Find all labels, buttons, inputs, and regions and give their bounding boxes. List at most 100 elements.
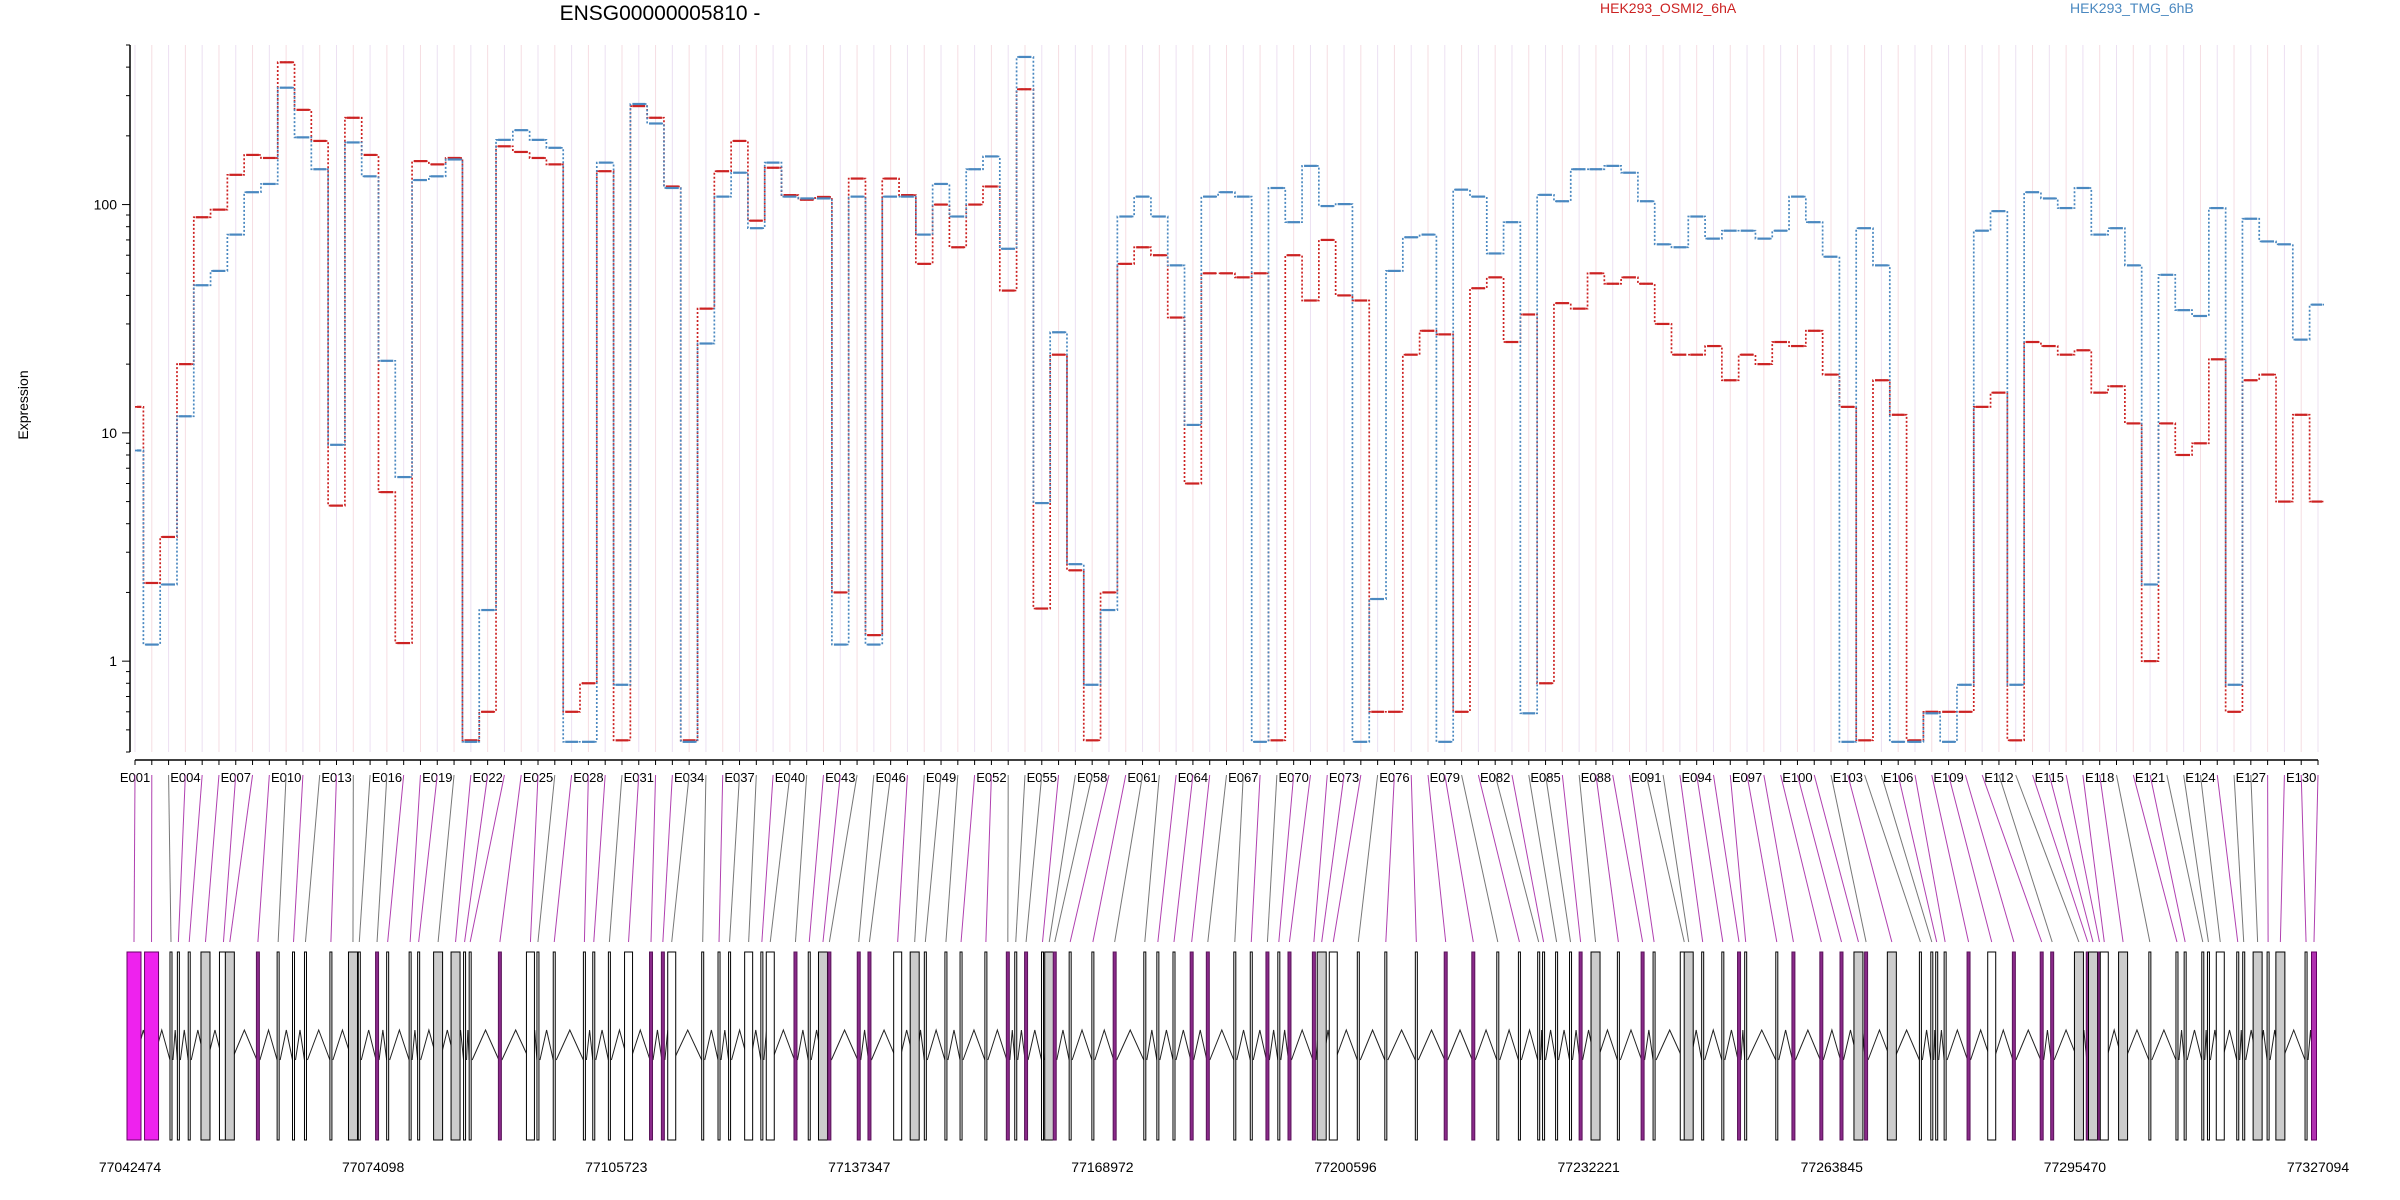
intron: [1387, 1028, 1416, 1061]
exon-connector: [593, 774, 606, 943]
genomic-tick-label: 77263845: [1801, 1159, 1864, 1175]
exon-box: [1966, 951, 1971, 1141]
exon-connector: [1763, 774, 1794, 943]
exon-box: [728, 951, 732, 1141]
exon-box: [760, 951, 764, 1141]
exon-connector: [2199, 774, 2221, 943]
x-tick-label: E112: [1984, 770, 2013, 785]
exon-connector: [2166, 774, 2204, 943]
exon-box: [793, 951, 798, 1141]
exon-box: [303, 951, 307, 1141]
intron: [1499, 1028, 1519, 1061]
exon-box: [1775, 951, 1779, 1141]
exon-box: [807, 951, 811, 1141]
exon-connector: [960, 774, 976, 943]
exon-box: [2311, 951, 2317, 1141]
intron: [1644, 1029, 1654, 1061]
genomic-tick-label: 77200596: [1314, 1159, 1377, 1175]
exon-connector: [897, 774, 908, 943]
exon-connector: [1880, 774, 1933, 943]
exon-box: [200, 951, 211, 1141]
exon-connector: [650, 774, 657, 943]
exon-box: [1542, 951, 1546, 1141]
exon-box: [1935, 951, 1939, 1141]
exon-connector: [358, 774, 371, 943]
intron: [389, 1028, 410, 1061]
exon-box: [1311, 951, 1316, 1141]
exon-connector: [1746, 774, 1778, 943]
exon-box: [1316, 951, 1327, 1141]
intron: [771, 1028, 795, 1061]
exon-box: [1701, 951, 1705, 1141]
exon-connector: [469, 774, 505, 943]
exon-box: [667, 951, 677, 1141]
exon-connector: [188, 774, 203, 943]
exon-box: [2201, 951, 2205, 1141]
exon-connector: [858, 774, 875, 943]
exon-connector: [808, 774, 824, 943]
exon-box: [592, 951, 596, 1141]
exon-connector: [702, 774, 707, 943]
intron: [2015, 1028, 2042, 1061]
intron: [1027, 1029, 1043, 1061]
exon-box: [1616, 951, 1620, 1141]
exon-connector: [2032, 774, 2089, 943]
exon-box: [1356, 951, 1360, 1141]
exon-connector: [1313, 774, 1328, 943]
exon-box: [1156, 951, 1160, 1141]
exon-connector: [2116, 774, 2151, 943]
exon-box: [1590, 951, 1601, 1141]
exon-connector: [1477, 774, 1520, 943]
exon-connector: [662, 774, 673, 943]
exon-box: [1052, 951, 1057, 1141]
exon-connector: [1897, 774, 1938, 943]
intron: [1520, 1028, 1539, 1061]
genomic-tick-label: 77042474: [99, 1159, 162, 1175]
gene-model: [126, 951, 2317, 1141]
genomic-tick-label: 77074098: [342, 1159, 405, 1175]
exon-connector: [1914, 774, 1946, 943]
exon-connector: [1015, 774, 1026, 943]
exon-box: [408, 951, 412, 1141]
exon-connector: [330, 774, 338, 943]
exon-box: [1005, 951, 1010, 1141]
exon-box: [144, 951, 160, 1141]
exon-connector: [1662, 774, 1690, 943]
exon-box: [169, 951, 173, 1141]
exon-connector: [1830, 774, 1867, 943]
exon-box: [1640, 951, 1645, 1141]
intron: [962, 1028, 986, 1061]
intron: [1009, 1029, 1016, 1061]
exon-box: [1569, 951, 1573, 1141]
exon-box: [744, 951, 754, 1141]
intron: [1822, 1028, 1841, 1061]
exon-connector: [748, 774, 757, 943]
intron: [1778, 1029, 1793, 1061]
exon-connector: [553, 774, 573, 943]
exon-connector: [2065, 774, 2100, 943]
exon-box: [1886, 951, 1897, 1141]
intron: [1236, 1029, 1251, 1061]
exon-connector: [2279, 774, 2285, 943]
exon-connector: [1931, 774, 1970, 943]
series-1-line: [135, 61, 2324, 742]
intron: [1704, 1028, 1723, 1061]
exon-box: [1819, 951, 1824, 1141]
exon-box: [1930, 951, 1934, 1141]
exon-box: [2206, 951, 2210, 1141]
intron: [1146, 1029, 1158, 1061]
exon-box: [2275, 951, 2286, 1141]
exon-box: [867, 951, 872, 1141]
intron: [1094, 1028, 1115, 1061]
intron: [259, 1028, 278, 1061]
exon-connector: [1357, 774, 1379, 943]
exon-connector: [2015, 774, 2080, 943]
exon-box: [1853, 951, 1864, 1141]
exon-connector: [945, 774, 959, 943]
intron: [1116, 1028, 1145, 1061]
intron: [2281, 1028, 2306, 1061]
exon-connector: [2300, 774, 2307, 943]
intron: [411, 1029, 419, 1061]
exon-box: [525, 951, 535, 1141]
